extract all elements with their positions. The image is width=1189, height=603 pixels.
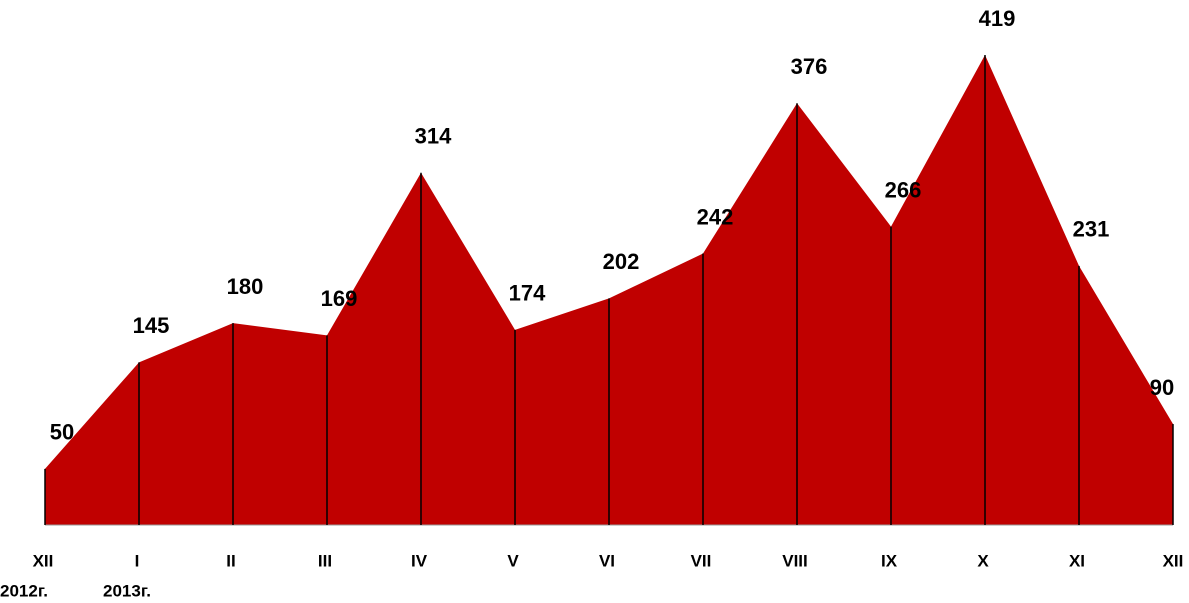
- value-label: 145: [133, 313, 170, 338]
- x-tick-label: IX: [881, 551, 898, 570]
- x-tick-label: X: [977, 551, 989, 570]
- value-label: 376: [791, 54, 828, 79]
- value-label: 314: [415, 124, 452, 149]
- x-tick-label: VIII: [782, 551, 808, 570]
- x-tick-label: I: [135, 551, 140, 570]
- x-tick-label: XII: [33, 551, 54, 570]
- value-label: 180: [227, 274, 264, 299]
- value-label: 202: [603, 249, 640, 274]
- year-label: 2012г.: [0, 581, 48, 600]
- x-tick-label: VII: [691, 551, 712, 570]
- value-label: 419: [979, 6, 1016, 31]
- value-label: 90: [1150, 375, 1174, 400]
- x-tick-label: II: [226, 551, 235, 570]
- x-tick-label: XII: [1163, 551, 1184, 570]
- value-label: 242: [697, 204, 734, 229]
- x-tick-label: IV: [411, 551, 428, 570]
- value-label: 169: [321, 286, 358, 311]
- x-tick-label: XI: [1069, 551, 1085, 570]
- x-tick-label: V: [507, 551, 519, 570]
- year-label: 2013г.: [103, 581, 151, 600]
- value-label: 231: [1073, 217, 1110, 242]
- x-tick-label: III: [318, 551, 332, 570]
- x-tick-label: VI: [599, 551, 615, 570]
- value-label: 174: [509, 281, 546, 306]
- value-label: 50: [50, 420, 74, 445]
- value-label: 266: [885, 177, 922, 202]
